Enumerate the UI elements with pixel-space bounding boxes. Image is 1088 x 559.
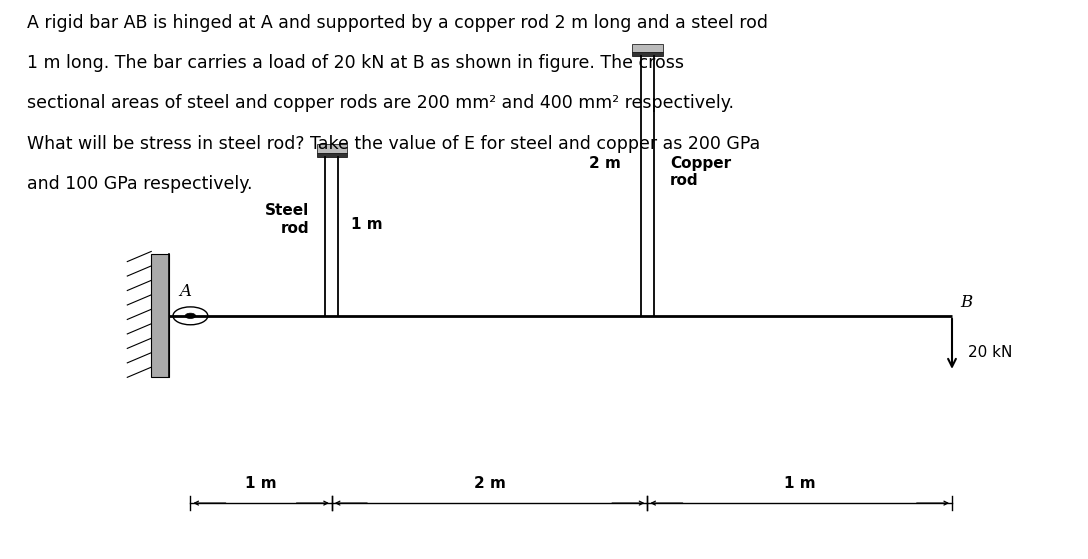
Text: Copper
rod: Copper rod: [670, 156, 731, 188]
Text: A: A: [178, 283, 191, 300]
Circle shape: [185, 313, 196, 319]
Text: A rigid bar AB is hinged at A and supported by a copper rod 2 m long and a steel: A rigid bar AB is hinged at A and suppor…: [27, 14, 768, 32]
Text: 2 m: 2 m: [473, 476, 506, 491]
Bar: [151, 254, 169, 377]
Text: 2 m: 2 m: [590, 156, 621, 171]
Text: 1 m: 1 m: [245, 476, 277, 491]
Bar: [317, 153, 347, 157]
Bar: [632, 44, 663, 52]
Bar: [317, 144, 347, 153]
Text: What will be stress in steel rod? Take the value of E for steel and copper as 20: What will be stress in steel rod? Take t…: [27, 135, 761, 153]
Text: Steel
rod: Steel rod: [264, 203, 309, 235]
Text: 1 m: 1 m: [783, 476, 816, 491]
Text: 20 kN: 20 kN: [968, 345, 1013, 359]
Bar: [632, 52, 663, 56]
Text: 1 m long. The bar carries a load of 20 kN at B as shown in figure. The cross: 1 m long. The bar carries a load of 20 k…: [27, 54, 684, 72]
Text: 1 m: 1 m: [351, 217, 383, 233]
Text: B: B: [961, 295, 973, 311]
Text: and 100 GPa respectively.: and 100 GPa respectively.: [27, 175, 252, 193]
Text: sectional areas of steel and copper rods are 200 mm² and 400 mm² respectively.: sectional areas of steel and copper rods…: [27, 94, 734, 112]
